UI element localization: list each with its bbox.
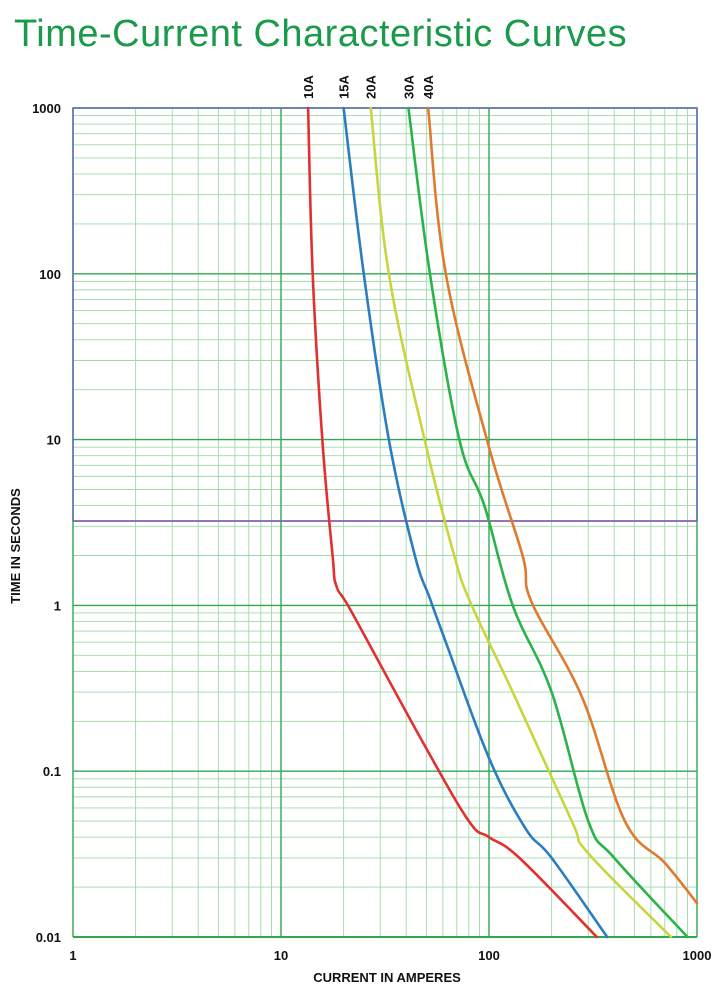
series-curve-15a <box>342 106 609 939</box>
series-curve-30a <box>407 106 689 939</box>
y-tick-label: 0.01 <box>36 930 61 945</box>
x-tick-label: 10 <box>274 948 288 963</box>
y-tick-label: 100 <box>39 267 61 282</box>
x-tick-labels: 1 10 100 1000 <box>69 948 711 963</box>
series-label-30a: 30A <box>401 75 416 99</box>
major-gridlines <box>72 107 698 938</box>
series-label-10a: 10A <box>301 75 316 99</box>
chart-title: Time-Current Characteristic Curves <box>14 13 628 55</box>
minor-gridlines <box>73 108 697 937</box>
y-tick-label: 10 <box>47 433 61 448</box>
x-axis-title: CURRENT IN AMPERES <box>313 970 461 985</box>
x-tick-label: 1 <box>69 948 76 963</box>
series-curves <box>306 106 699 939</box>
x-tick-label: 1000 <box>683 948 712 963</box>
frame-upper <box>72 107 698 522</box>
plot-frame <box>72 107 698 938</box>
series-name-labels: 10A 15A 20A 30A 40A <box>301 75 436 99</box>
series-curve-20a <box>369 106 673 939</box>
series-label-15a: 15A <box>337 75 352 99</box>
x-tick-label: 100 <box>478 948 500 963</box>
series-curve-10a <box>306 106 599 939</box>
series-label-40a: 40A <box>421 75 436 99</box>
y-tick-label: 1 <box>54 598 61 613</box>
y-tick-label: 1000 <box>32 101 61 116</box>
y-axis-title: TIME IN SECONDS <box>8 488 23 604</box>
series-curve-40a <box>426 106 699 905</box>
y-tick-label: 0.1 <box>43 764 61 779</box>
series-label-20a: 20A <box>364 75 379 99</box>
y-tick-labels: 0.01 0.1 1 10 100 1000 <box>32 101 61 945</box>
